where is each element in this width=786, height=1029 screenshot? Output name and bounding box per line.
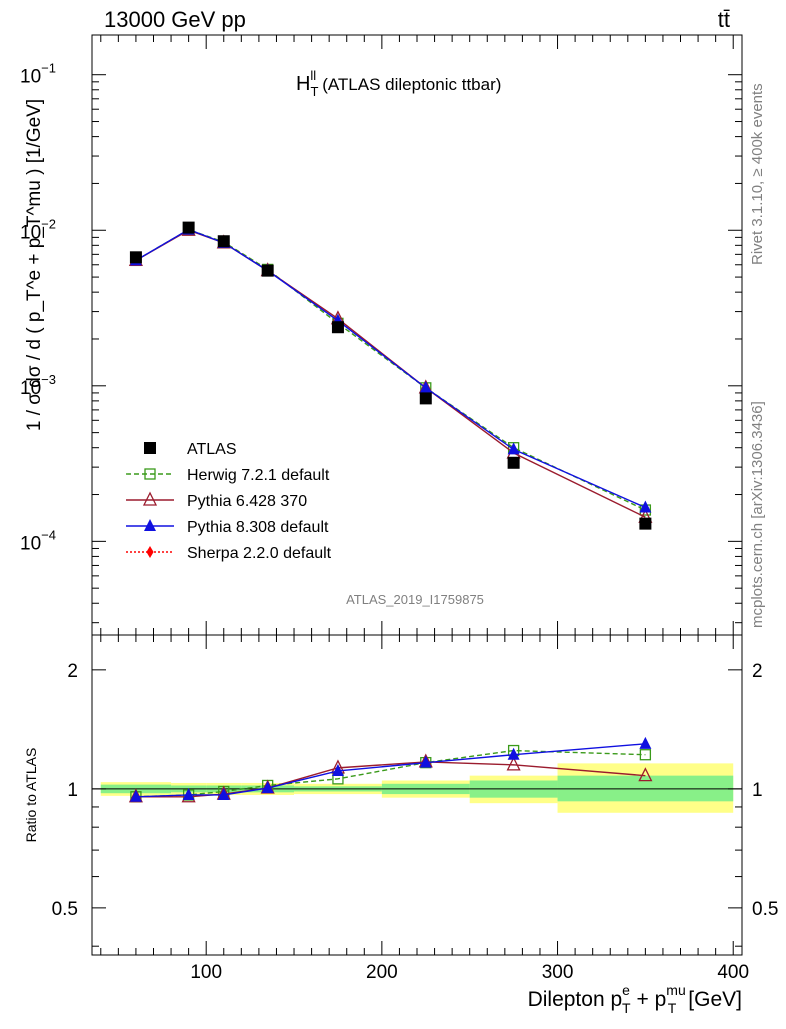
- ratio-point: [182, 787, 195, 800]
- analysis-id: ATLAS_2019_I1759875: [346, 592, 484, 607]
- data-point: [129, 251, 142, 264]
- chart-title: HTll (ATLAS dileptonic ttbar): [296, 68, 501, 99]
- data-point: [261, 264, 274, 277]
- ratio-tick-labels: 0.5 0.5 1 1 2 2 100 200 300 400: [52, 661, 779, 983]
- ratio-panel: 0.5 0.5 1 1 2 2 100 200 300 400 Ratio to ATLAS Di…: [23, 634, 779, 1016]
- legend-marker: [146, 546, 154, 558]
- x-axis-label: Dilepton pe T + pmu T [GeV]: [528, 982, 742, 1016]
- x-tick-label: 400: [717, 962, 749, 983]
- data-point: [419, 392, 432, 405]
- ratio-point: [129, 789, 142, 802]
- data-point: [507, 442, 520, 455]
- mcplots-label: mcplots.cern.ch [arXiv:1306.3436]: [749, 401, 766, 628]
- main-y-tick-label: 10−2: [20, 216, 56, 243]
- data-point: [639, 517, 652, 530]
- x-tick-label: 200: [366, 962, 398, 983]
- legend-marker: [142, 491, 158, 506]
- main-y-tick-label: 10−1: [20, 61, 56, 88]
- legend-marker: [144, 442, 156, 454]
- ratio-point: [217, 787, 230, 800]
- ratio-plot-area: [128, 736, 653, 803]
- ratio-y-tick-label-left: 1: [67, 780, 78, 801]
- data-point: [217, 235, 230, 248]
- ratio-point: [419, 755, 432, 768]
- ratio-series-pythia-8-308-default: [129, 736, 652, 802]
- process-label: tt̄: [718, 7, 730, 32]
- ratio-uncertainty-bands: [100, 763, 734, 813]
- ratio-point: [331, 763, 344, 776]
- series-line: [135, 228, 646, 509]
- legend: ATLAS Herwig 7.2.1 default Pythia 6.428 37…: [126, 441, 332, 562]
- rivet-version-label: Rivet 3.1.10, ≥ 400k events: [749, 83, 766, 265]
- legend-entry: Pythia 6.428 370: [126, 491, 307, 510]
- ratio-y-tick-label-left: 0.5: [52, 899, 78, 920]
- legend-entry: Pythia 8.308 default: [126, 519, 329, 536]
- legend-label: Herwig 7.2.1 default: [187, 467, 330, 484]
- ratio-line: [135, 761, 646, 798]
- legend-entry: Sherpa 2.2.0 default: [126, 545, 332, 562]
- main-y-tick-labels: 10−1 10−2 10−3 10−4: [20, 61, 56, 555]
- ratio-y-axis-label: Ratio to ATLAS: [23, 748, 39, 843]
- legend-label: Pythia 6.428 370: [187, 493, 307, 510]
- ratio-point: [639, 736, 652, 749]
- legend-marker: [144, 519, 156, 531]
- data-point: [331, 321, 344, 334]
- ratio-point: [638, 767, 653, 782]
- ratio-point: [507, 747, 520, 760]
- ratio-line: [135, 743, 646, 798]
- x-tick-label: 100: [190, 962, 222, 983]
- ratio-y-tick-label-left: 2: [67, 661, 78, 682]
- ratio-point: [639, 749, 652, 761]
- main-axis-ticks: [92, 35, 742, 635]
- legend-label: Sherpa 2.2.0 default: [187, 545, 332, 562]
- data-point: [639, 500, 652, 513]
- x-tick-label: 300: [542, 962, 574, 983]
- ratio-point: [506, 756, 521, 771]
- legend-marker: [144, 468, 156, 480]
- ratio-point: [261, 781, 274, 794]
- legend-entry: ATLAS: [144, 441, 237, 458]
- main-y-tick-label: 10−4: [20, 527, 56, 554]
- ratio-y-tick-label-right: 2: [752, 661, 763, 682]
- series-atlas: [129, 221, 652, 530]
- legend-entry: Herwig 7.2.1 default: [126, 467, 330, 484]
- energy-label: 13000 GeV pp: [104, 7, 246, 32]
- ratio-axis-ticks: [92, 635, 742, 955]
- main-y-axis-label: 1 / σ dσ / d ( p_T^e + p_T^mu ) [1/GeV]: [24, 99, 45, 431]
- data-point: [182, 221, 195, 234]
- legend-label: Pythia 8.308 default: [187, 519, 329, 536]
- main-plot-area: [128, 221, 653, 530]
- data-point: [419, 380, 432, 393]
- main-y-tick-label: 10−3: [20, 372, 56, 399]
- main-panel: 10−1 10−2 10−3 10−4 HTll (ATLAS dileptonic t…: [20, 34, 743, 636]
- legend-label: ATLAS: [187, 441, 237, 458]
- ratio-y-tick-label-right: 1: [752, 780, 763, 801]
- ratio-y-tick-label-right: 0.5: [752, 899, 778, 920]
- data-point: [507, 456, 520, 469]
